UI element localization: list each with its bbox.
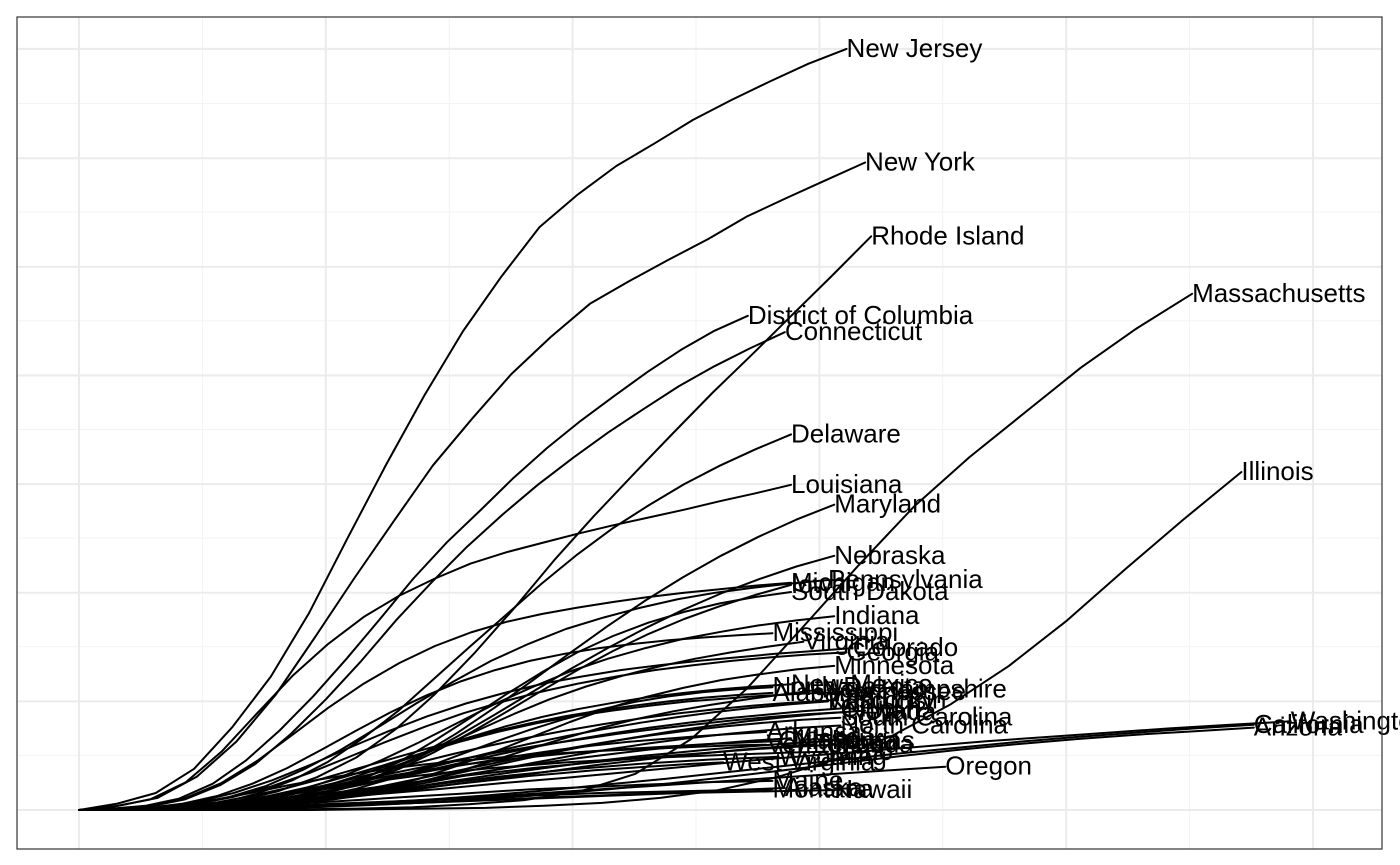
series-label-oklahoma: Oklahoma [779, 725, 898, 755]
series-line-new-york [78, 161, 867, 811]
series-label-kentucky: Kentucky [828, 685, 935, 715]
series-label-west-virginia: West Virginia [723, 746, 876, 776]
series-label-pennsylvania: Pennsylvania [828, 564, 983, 594]
series-label-connecticut: Connecticut [785, 316, 923, 346]
series-line-new-jersey [78, 47, 848, 811]
series-label-alaska: Alaska [785, 772, 864, 802]
series-label-michigan: Michigan [791, 567, 895, 597]
series-label-tennessee: Tennessee [840, 676, 966, 706]
series-label-maine: Maine [773, 765, 844, 795]
series-label-illinois: Illinois [1241, 456, 1313, 486]
series-label-north-carolina: North Carolina [840, 710, 1008, 740]
series-label-ohio: Ohio [840, 692, 895, 722]
series-label-nebraska: Nebraska [834, 540, 946, 570]
series-label-maryland: Maryland [834, 489, 941, 519]
series-label-utah: Utah [865, 695, 920, 725]
series-line-hawaii [78, 789, 836, 811]
series-label-hawaii: Hawaii [834, 774, 912, 804]
series-label-new-jersey: New Jersey [847, 33, 983, 63]
series-label-arizona: Arizona [1254, 712, 1343, 742]
series-line-colorado [78, 647, 854, 811]
series-label-iowa: Iowa [791, 569, 846, 599]
series-line-michigan [78, 581, 792, 811]
series-label-arkansas: Arkansas [766, 716, 874, 746]
series-label-mississippi: Mississippi [773, 617, 899, 647]
series-line-district-of-columbia [78, 314, 749, 811]
series-label-missouri: Missouri [791, 722, 888, 752]
series-line-connecticut [78, 331, 786, 811]
gridlines [17, 17, 1382, 849]
series-label-california: California [1254, 709, 1364, 739]
series-label-massachusetts: Massachusetts [1192, 278, 1365, 308]
series-line-idaho [78, 750, 829, 811]
panel-border [16, 16, 1383, 850]
series-line-vermont [78, 743, 768, 811]
series-label-north-dakota: North Dakota [773, 671, 927, 701]
series-label-kansas: Kansas [828, 725, 915, 755]
series-label-new-hampshire: New Hampshire [822, 673, 1007, 703]
series-label-nevada: Nevada [847, 696, 937, 726]
series-line-georgia [78, 651, 848, 811]
series-label-vermont: Vermont [766, 729, 864, 759]
series-label-minnesota: Minnesota [834, 650, 954, 680]
series-label-florida: Florida [834, 729, 914, 759]
series-line-illinois [78, 471, 1243, 811]
series-line-florida [78, 743, 836, 811]
series-label-delaware: Delaware [791, 418, 901, 448]
series-label-virginia: Virginia [803, 626, 890, 656]
series-label-idaho: Idaho [828, 736, 893, 766]
series-label-indiana: Indiana [834, 600, 920, 630]
series-label-south-dakota: South Dakota [791, 576, 949, 606]
series-label-texas: Texas [816, 728, 884, 758]
series-label-montana: Montana [773, 773, 875, 803]
series-line-louisiana [78, 483, 792, 811]
series-label-new-mexico: New Mexico [791, 668, 933, 698]
series-label-colorado: Colorado [853, 632, 959, 662]
series-label-washington: Washington [1291, 705, 1400, 735]
series-label-oregon: Oregon [945, 751, 1032, 781]
series-labels: New Jersey New York Rhode Island District o… [723, 33, 1400, 804]
series-label-louisiana: Louisiana [791, 469, 903, 499]
series-line-mississippi [78, 632, 774, 811]
series-label-wyoming: Wyoming [779, 741, 887, 771]
series-lines [78, 47, 1292, 811]
series-label-wisconsin: Wisconsin [828, 685, 946, 715]
series-label-rhode-island: Rhode Island [871, 220, 1024, 250]
series-label-alabama: Alabama [773, 677, 876, 707]
series-label-south-carolina: South Carolina [840, 702, 1013, 732]
series-label-georgia: Georgia [847, 636, 940, 666]
series-label-new-york: New York [865, 146, 976, 176]
series-label-district-of-columbia: District of Columbia [748, 300, 974, 330]
